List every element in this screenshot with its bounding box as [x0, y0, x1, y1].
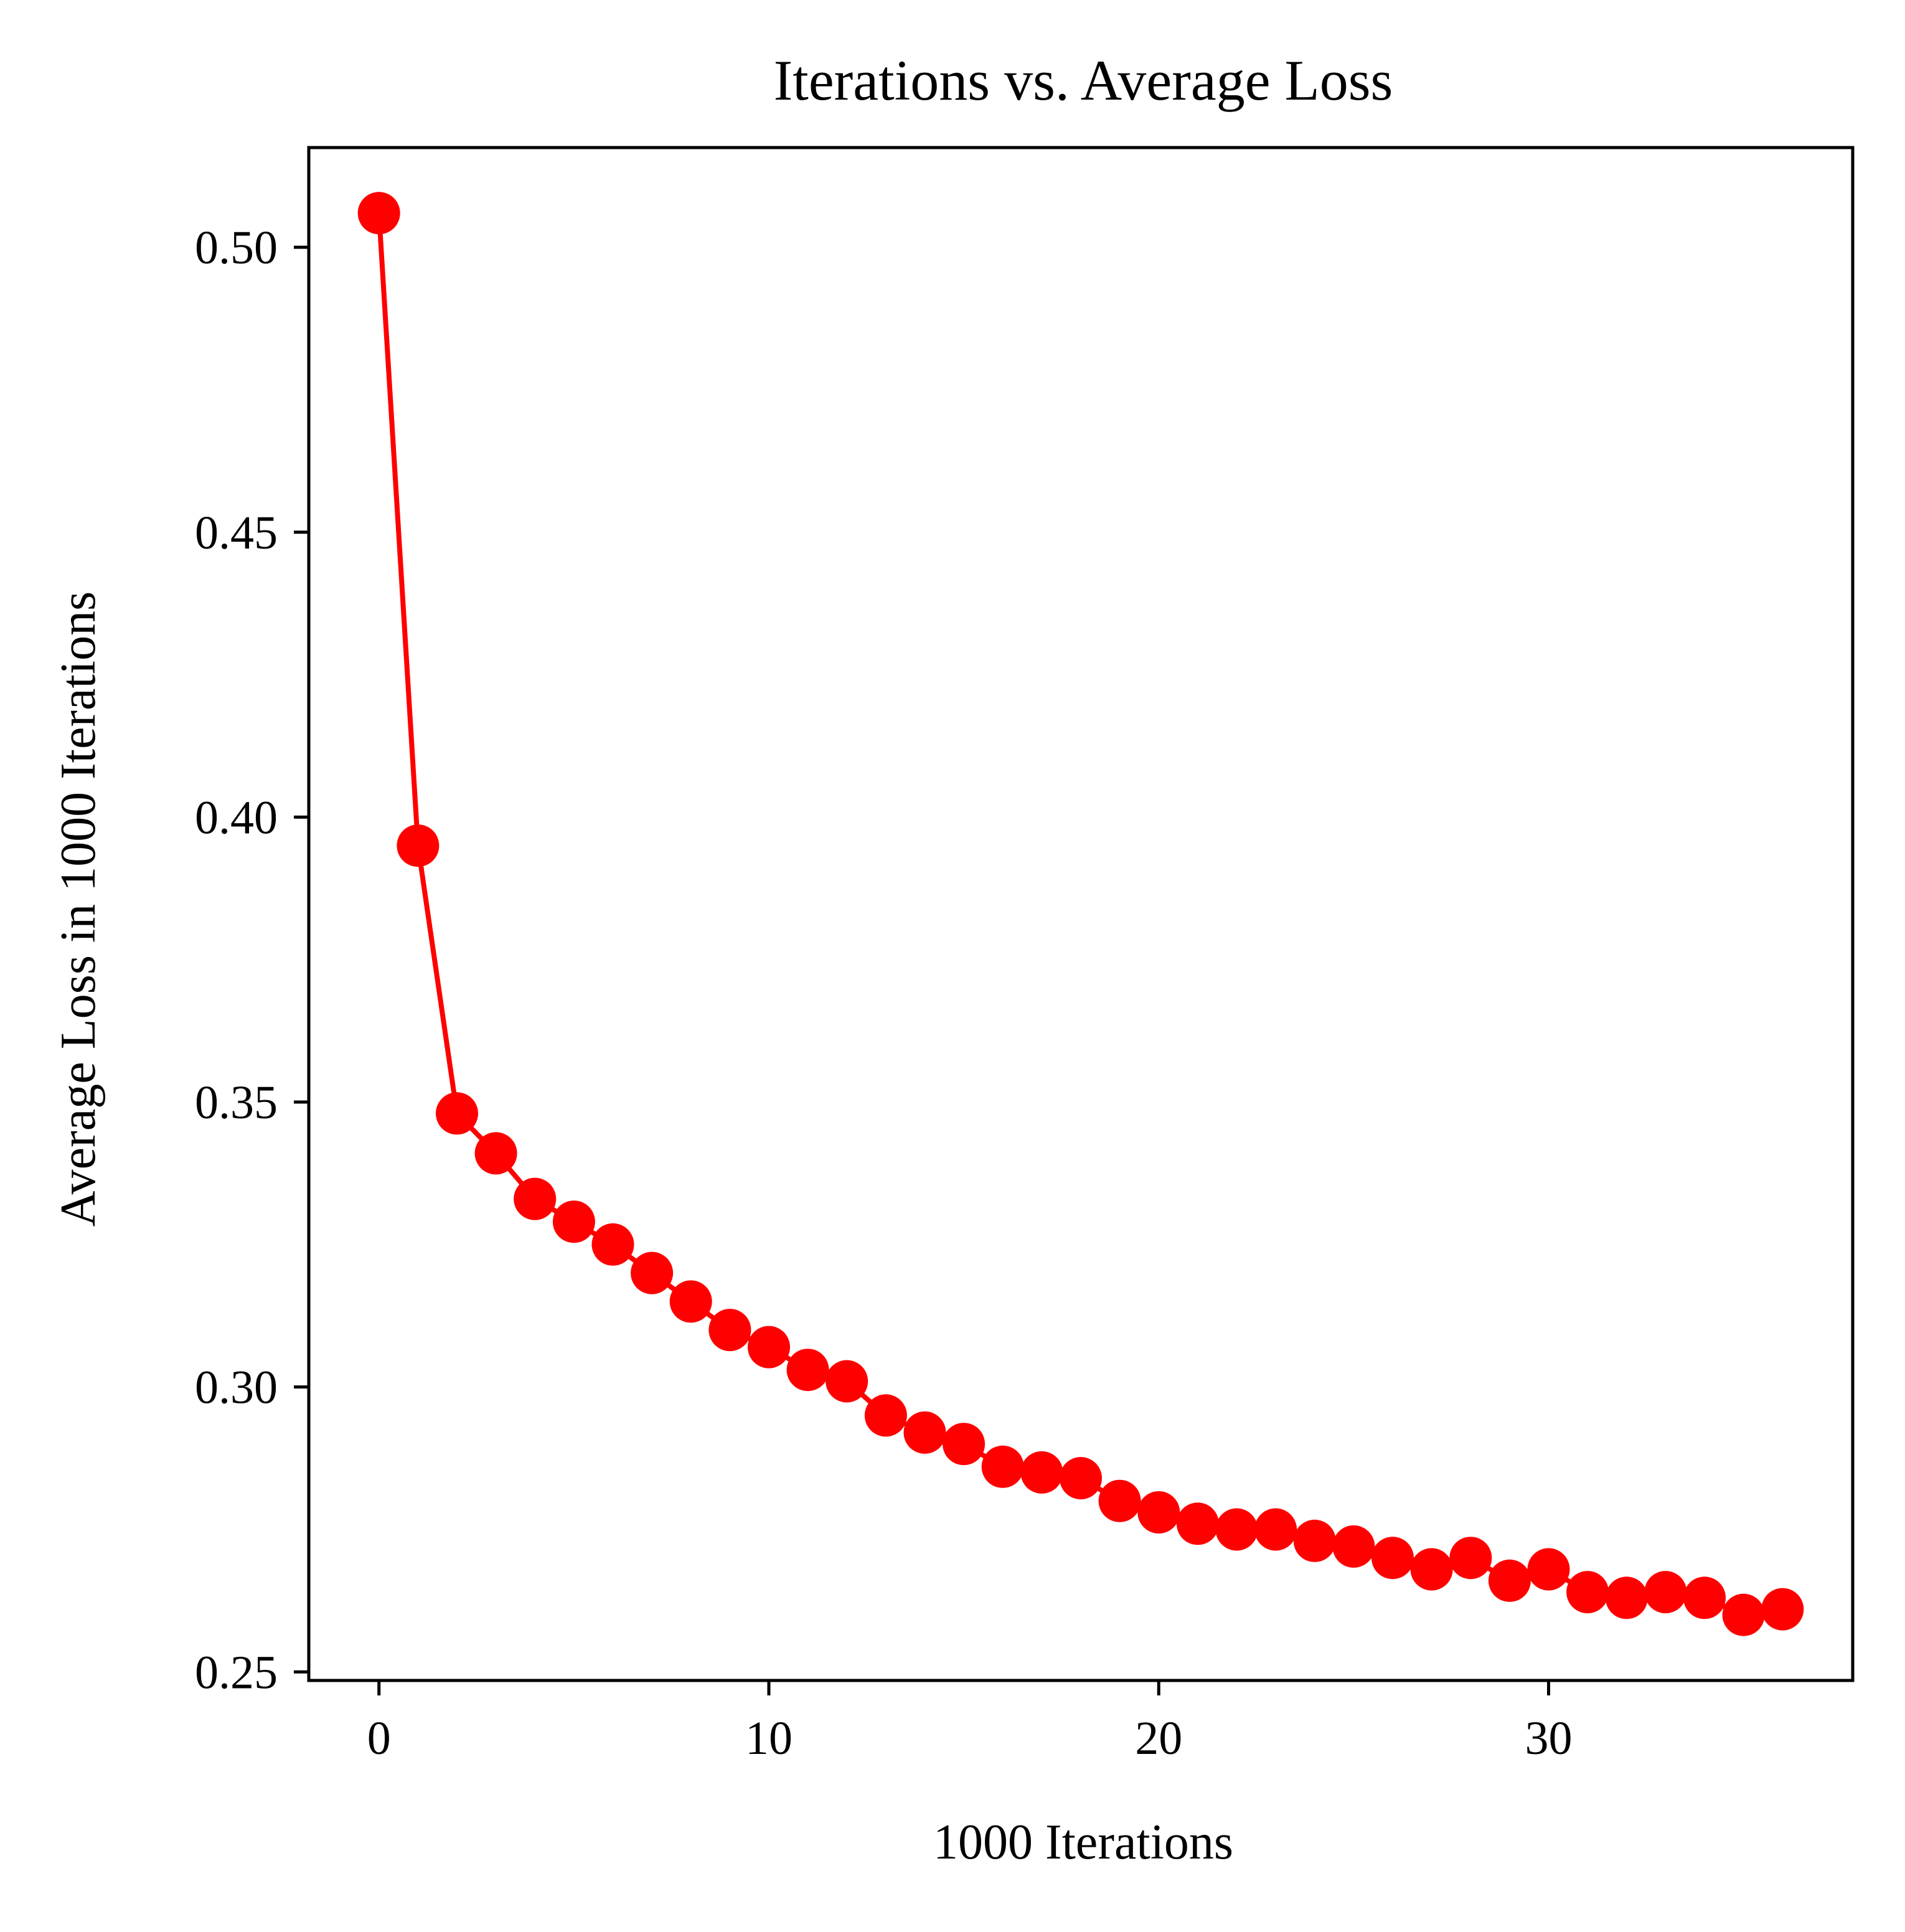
data-point: [514, 1177, 557, 1220]
plot-area: [357, 192, 1804, 1636]
data-point: [864, 1394, 907, 1437]
x-axis-label: 1000 Iterations: [933, 1815, 1233, 1870]
plot-frame: [307, 146, 1855, 1682]
x-tick-label: 30: [1525, 1712, 1573, 1765]
data-point: [903, 1411, 946, 1454]
data-point: [1644, 1571, 1687, 1614]
data-point: [1020, 1451, 1063, 1494]
data-point: [591, 1223, 634, 1266]
data-point: [397, 824, 440, 867]
x-tick-label: 10: [745, 1712, 793, 1765]
data-point: [943, 1423, 985, 1466]
data-point: [1254, 1508, 1297, 1551]
data-point: [1293, 1519, 1336, 1562]
y-tick-label: 0.30: [195, 1362, 278, 1414]
data-point: [436, 1092, 478, 1135]
data-point: [1488, 1559, 1531, 1602]
x-tick-label: 0: [367, 1712, 391, 1765]
chart-title: Iterations vs. Average Loss: [774, 49, 1393, 112]
data-point: [1137, 1491, 1180, 1534]
data-point: [1683, 1576, 1726, 1619]
data-point: [1176, 1502, 1219, 1545]
data-point: [1371, 1537, 1414, 1580]
y-tick-label: 0.40: [195, 791, 278, 844]
data-point: [981, 1445, 1024, 1488]
data-point: [631, 1251, 674, 1294]
y-axis-label: Average Loss in 1000 Iterations: [51, 591, 106, 1227]
data-point: [1332, 1525, 1375, 1568]
data-point: [826, 1360, 868, 1403]
data-point: [786, 1349, 829, 1392]
data-point: [1566, 1571, 1609, 1614]
data-point: [748, 1326, 790, 1369]
data-point: [1410, 1548, 1453, 1591]
y-tick-label: 0.25: [195, 1646, 278, 1699]
data-point: [1761, 1588, 1804, 1631]
data-point: [474, 1132, 517, 1175]
y-tick-label: 0.35: [195, 1077, 278, 1129]
data-point: [1215, 1508, 1258, 1551]
data-point: [1722, 1593, 1765, 1636]
data-point: [708, 1309, 751, 1352]
y-tick-label: 0.50: [195, 222, 278, 274]
data-point: [357, 192, 400, 235]
data-point: [1449, 1537, 1492, 1580]
y-tick-label: 0.45: [195, 507, 278, 559]
data-point: [1060, 1457, 1102, 1500]
data-point: [1098, 1479, 1141, 1522]
data-point: [1527, 1548, 1570, 1591]
data-point: [669, 1280, 712, 1323]
data-point: [1605, 1576, 1648, 1619]
data-point: [552, 1200, 595, 1243]
x-tick-label: 20: [1135, 1712, 1182, 1765]
